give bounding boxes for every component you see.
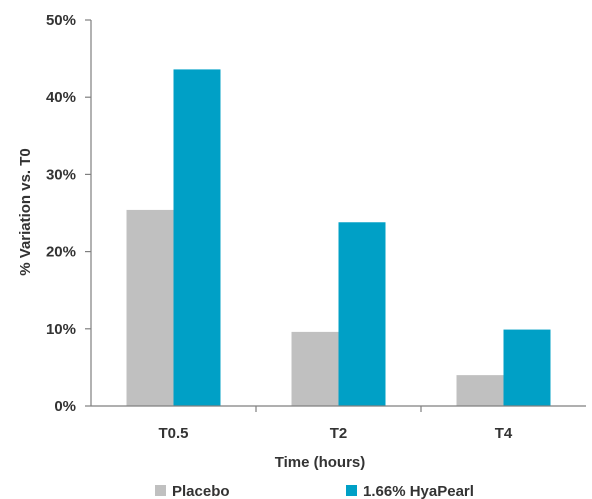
bar-placebo-t2 — [291, 331, 339, 406]
bar-placebo-t4 — [456, 375, 504, 406]
legend: Placebo 1.66% HyaPearl — [155, 483, 474, 499]
y-tick-label: 40% — [46, 89, 76, 106]
legend-swatch — [155, 485, 166, 496]
bar-1-66-hyapearl-t0-5 — [173, 69, 221, 407]
axes — [90, 20, 586, 407]
y-tick-label: 50% — [46, 12, 76, 29]
x-axis-title: Time (hours) — [275, 454, 366, 471]
bar-placebo-t0-5 — [126, 209, 174, 406]
y-tick-label: 0% — [54, 398, 76, 415]
y-tick-label: 30% — [46, 166, 76, 183]
x-tick-label: T4 — [495, 425, 513, 442]
legend-label: 1.66% HyaPearl — [363, 483, 474, 499]
bar-1-66-hyapearl-t2 — [338, 222, 386, 406]
x-tick-label: T2 — [330, 425, 348, 442]
y-tick-label: 10% — [46, 321, 76, 338]
bars — [126, 69, 551, 407]
y-axis-ticks: 0% 10% 20% 30% 40% 50% — [46, 12, 91, 415]
y-axis-title: % Variation vs. T0 — [17, 148, 34, 276]
legend-label: Placebo — [172, 483, 230, 499]
x-tick-label: T0.5 — [158, 425, 188, 442]
bar-1-66-hyapearl-t4 — [503, 329, 551, 406]
x-axis-ticks: T0.5 T2 T4 — [158, 406, 513, 442]
legend-swatch — [346, 485, 357, 496]
y-tick-label: 20% — [46, 244, 76, 261]
